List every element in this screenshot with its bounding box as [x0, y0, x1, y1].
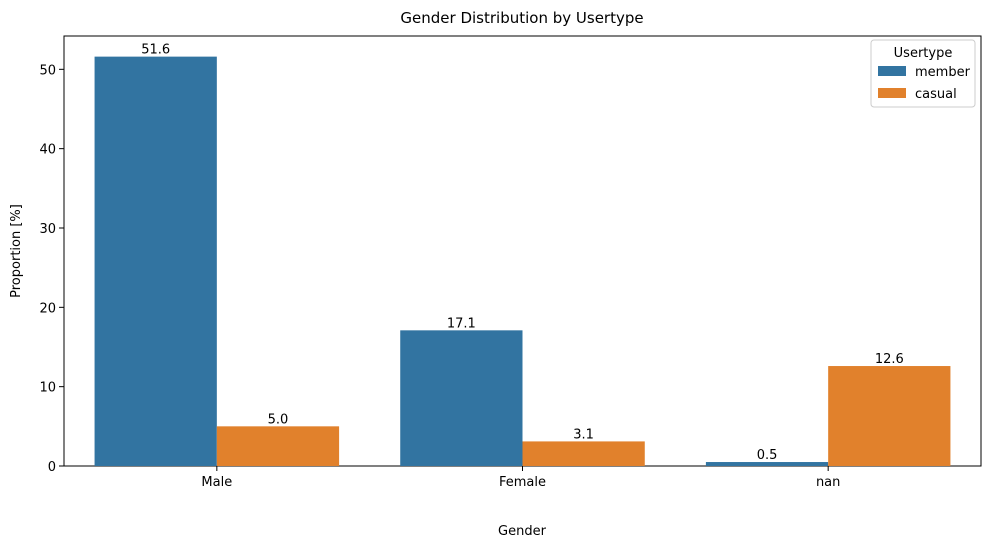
y-tick-label: 0: [48, 460, 56, 475]
y-tick-label: 30: [39, 222, 56, 237]
x-axis: Male Female nan: [201, 466, 840, 490]
bar-value-label: 3.1: [573, 427, 594, 442]
bar-member: [400, 330, 523, 466]
bar-member: [94, 56, 217, 466]
y-tick-label: 40: [39, 143, 56, 158]
legend: Usertype member casual: [870, 39, 976, 108]
x-tick-label: nan: [816, 475, 840, 490]
bar-value-label: 17.1: [447, 316, 476, 331]
chart-title: Gender Distribution by Usertype: [400, 9, 643, 27]
bars: [94, 56, 951, 466]
plot-area: 0 10 20 30 40 50 Male Female nan 51.6 17.1 0.5 5.0…: [39, 35, 982, 490]
y-tick-label: 10: [39, 381, 56, 396]
bar-value-label: 12.6: [875, 352, 904, 367]
legend-title: Usertype: [894, 46, 953, 61]
bar-labels: 51.6 17.1 0.5 5.0 3.1 12.6: [141, 43, 904, 463]
legend-items: member casual: [878, 65, 971, 102]
x-tick-label: Male: [201, 475, 232, 490]
bar-value-label: 5.0: [268, 412, 289, 427]
bar-value-label: 51.6: [141, 43, 170, 58]
x-tick-label: Female: [499, 475, 546, 490]
legend-label: casual: [915, 87, 957, 102]
bar-casual: [828, 366, 951, 466]
y-axis-title: Proportion [%]: [9, 204, 24, 298]
bar-casual: [216, 426, 340, 466]
bar-value-label: 0.5: [757, 448, 778, 463]
bar-member: [705, 462, 829, 466]
x-axis-title: Gender: [498, 524, 547, 539]
y-tick-label: 50: [39, 63, 56, 78]
y-tick-label: 20: [39, 301, 56, 316]
legend-swatch: [878, 88, 906, 98]
y-axis: 0 10 20 30 40 50: [39, 63, 64, 475]
bar-casual: [522, 441, 645, 466]
legend-label: member: [915, 65, 971, 80]
legend-swatch: [878, 66, 906, 76]
